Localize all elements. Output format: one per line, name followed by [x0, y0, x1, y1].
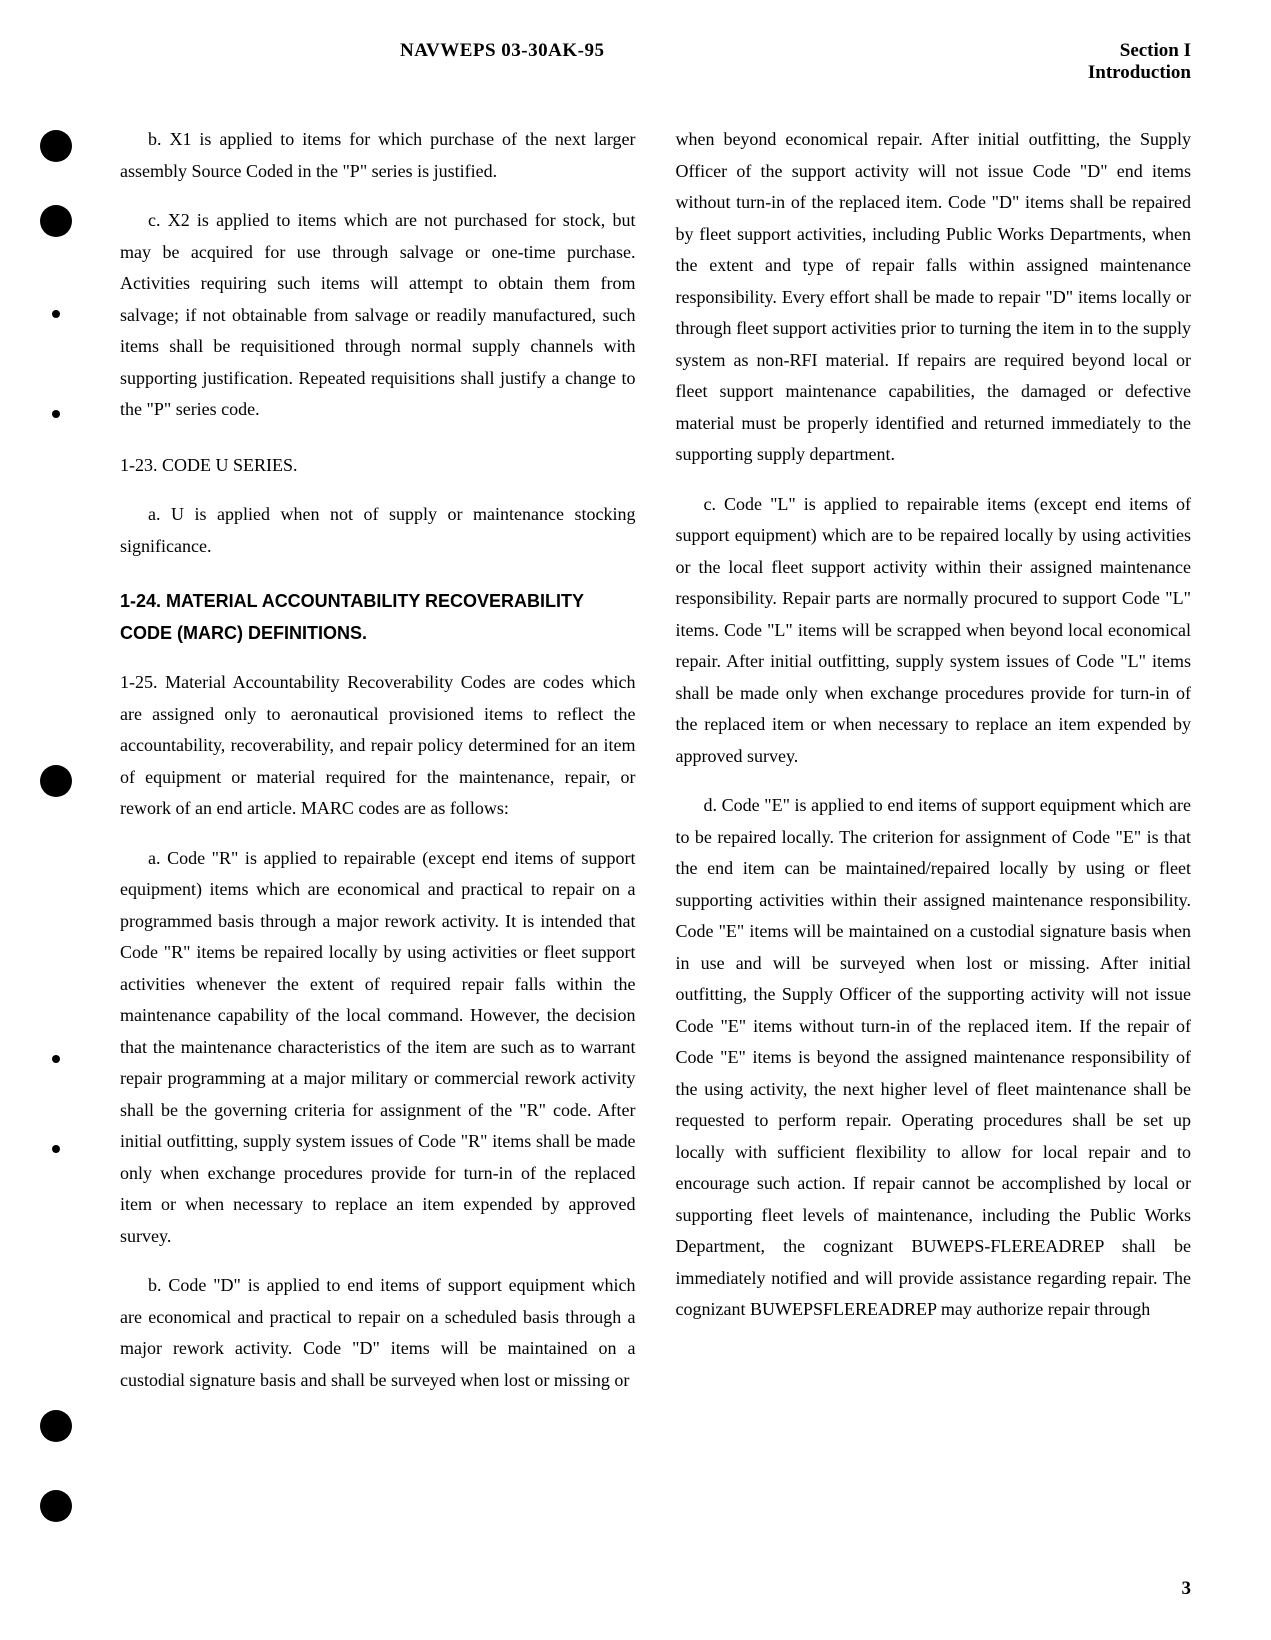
content-area: b. X1 is applied to items for which purc… [120, 124, 1191, 1414]
header-section: Section I Introduction [1088, 40, 1191, 84]
heading-123: 1-23. CODE U SERIES. [120, 450, 636, 482]
header-section-number: Section I [1088, 40, 1191, 62]
left-column: b. X1 is applied to items for which purc… [120, 124, 636, 1414]
punch-dot [52, 410, 60, 418]
header-document-id: NAVWEPS 03-30AK-95 [400, 40, 604, 62]
heading-124: 1-24. MATERIAL ACCOUNTABILITY RECOVERABI… [120, 586, 636, 649]
paragraph-125c: c. Code "L" is applied to repairable ite… [676, 489, 1192, 773]
punch-dot [52, 310, 60, 318]
punch-hole [40, 765, 72, 797]
paragraph-b-x1: b. X1 is applied to items for which purc… [120, 124, 636, 187]
paragraph-125d: d. Code "E" is applied to end items of s… [676, 790, 1192, 1326]
page-number: 3 [1182, 1578, 1192, 1600]
punch-dot [52, 1145, 60, 1153]
punch-hole [40, 205, 72, 237]
right-column: when beyond economical repair. After ini… [676, 124, 1192, 1414]
paragraph-125b: b. Code "D" is applied to end items of s… [120, 1270, 636, 1396]
paragraph-125: 1-25. Material Accountability Recoverabi… [120, 667, 636, 825]
punch-dot [52, 1055, 60, 1063]
paragraph-c-x2: c. X2 is applied to items which are not … [120, 205, 636, 426]
punch-hole [40, 130, 72, 162]
page-header: NAVWEPS 03-30AK-95 Section I Introductio… [120, 40, 1191, 84]
punch-hole [40, 1490, 72, 1522]
paragraph-125b-continued: when beyond economical repair. After ini… [676, 124, 1192, 471]
punch-hole [40, 1410, 72, 1442]
header-section-title: Introduction [1088, 62, 1191, 84]
paragraph-125a: a. Code "R" is applied to repairable (ex… [120, 843, 636, 1253]
paragraph-123a: a. U is applied when not of supply or ma… [120, 499, 636, 562]
